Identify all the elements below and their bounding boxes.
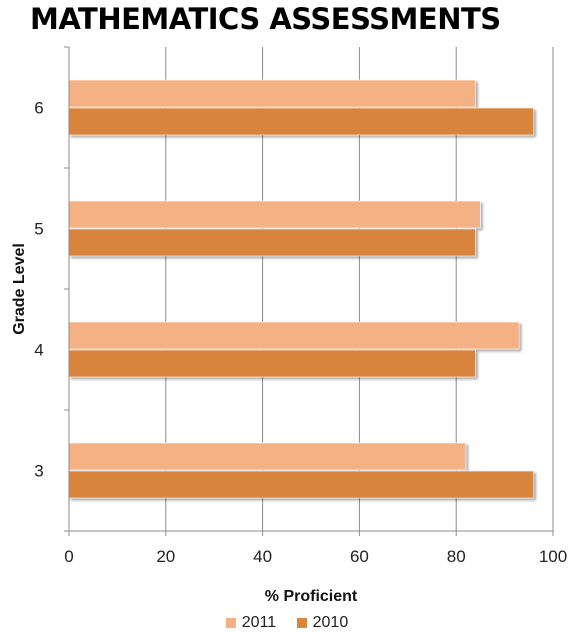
bar-grade-5-2010: [68, 228, 476, 257]
legend: 2011 2010: [0, 614, 574, 632]
legend-swatch-2011: [225, 618, 236, 628]
y-tick-label-3: 3: [34, 462, 43, 481]
bars: [68, 79, 534, 499]
legend-label-2010: 2010: [312, 614, 349, 631]
y-tick-label-5: 5: [34, 220, 43, 239]
x-tick-label-80: 80: [447, 547, 466, 566]
bar-grade-5-2011: [68, 200, 481, 229]
x-axis-title: % Proficient: [265, 588, 358, 605]
x-tick-label-40: 40: [253, 547, 272, 566]
x-tick-label-20: 20: [156, 547, 175, 566]
x-tick-label-100: 100: [539, 547, 567, 566]
legend-swatch-2010: [296, 618, 307, 628]
x-tick-label-60: 60: [350, 547, 369, 566]
y-axis-title: Grade Level: [11, 243, 28, 335]
bar-grade-3-2011: [68, 442, 467, 471]
bar-grade-6-2010: [68, 107, 534, 136]
legend-item-2010: 2010: [296, 614, 349, 632]
x-tick-label-0: 0: [64, 547, 73, 566]
chart-title: MATHEMATICS ASSESSMENTS: [30, 2, 501, 36]
y-tick-label-4: 4: [34, 341, 43, 360]
bar-grade-4-2010: [68, 349, 476, 378]
bar-grade-4-2011: [68, 321, 520, 350]
bar-grade-3-2010: [68, 470, 534, 499]
legend-label-2011: 2011: [241, 614, 277, 631]
y-tick-label-6: 6: [34, 99, 43, 118]
legend-item-2011: 2011: [225, 614, 277, 632]
axes: 0 20 40 60 80 100 3 4 5 6: [34, 46, 567, 566]
bar-grade-6-2011: [68, 79, 476, 108]
